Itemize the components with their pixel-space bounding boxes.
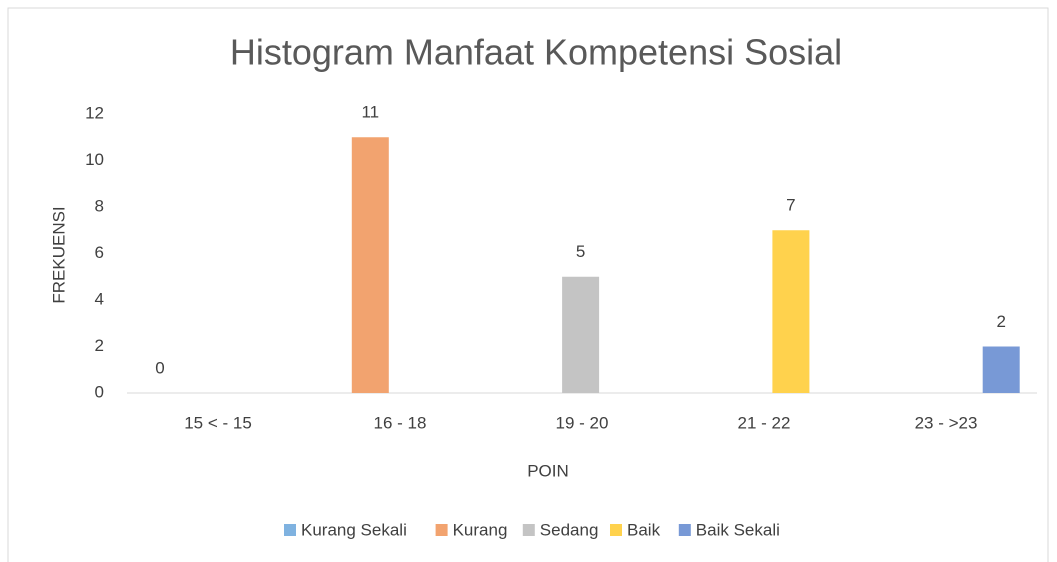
data-label: 11 [361,103,379,122]
y-tick-label: 6 [95,243,104,262]
chart-border [7,7,1049,562]
data-label: 5 [576,242,585,261]
bar [351,137,389,393]
bar [772,230,810,393]
legend-swatch [435,524,448,536]
legend-label: Kurang Sekali [301,520,407,539]
legend-swatch [610,524,622,536]
y-tick-label: 4 [95,289,104,308]
x-axis-label: POIN [527,461,569,480]
legend-label: Kurang [453,520,508,539]
x-tick-label: 16 - 18 [374,413,427,432]
legend-swatch [284,524,296,536]
data-label: 7 [786,196,795,215]
y-tick-label: 0 [95,382,104,401]
data-label: 2 [996,312,1005,331]
legend-swatch [678,524,691,536]
bar [562,276,600,393]
y-tick-label: 2 [95,336,104,355]
x-tick-label: 15 < - 15 [184,413,252,432]
data-label: 0 [155,358,164,377]
legend-label: Baik [627,520,661,539]
chart-title: Histogram Manfaat Kompetensi Sosial [230,32,842,73]
y-tick-label: 10 [85,150,104,169]
y-tick-label: 12 [85,103,104,122]
x-tick-label: 19 - 20 [556,413,609,432]
x-tick-label: 21 - 22 [738,413,791,432]
bar [982,346,1020,393]
legend-label: Baik Sekali [696,520,780,539]
legend-swatch [522,524,535,536]
legend-label: Sedang [540,520,599,539]
y-axis-label: FREKUENSI [49,206,68,303]
x-tick-label: 23 - >23 [915,413,978,432]
y-tick-label: 8 [95,196,104,215]
